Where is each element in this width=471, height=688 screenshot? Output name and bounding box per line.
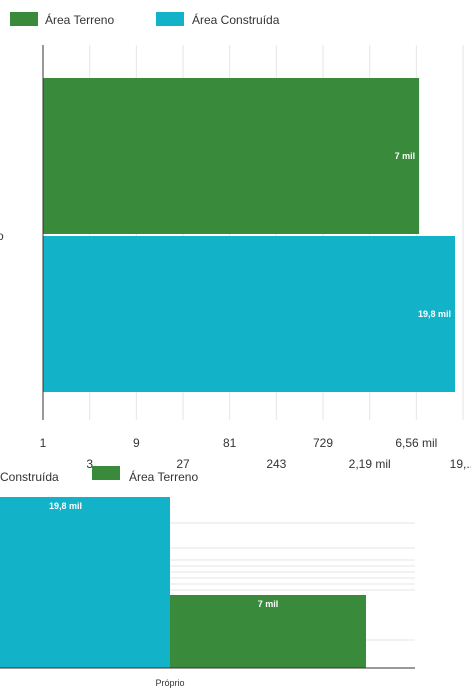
bar: [0, 497, 170, 668]
data-label: 19,8 mil: [49, 501, 82, 511]
tick-label: 1: [40, 436, 47, 450]
bar: [43, 236, 455, 392]
legend-label: Área Construída: [192, 12, 280, 27]
data-label: 19,8 mil: [418, 309, 451, 319]
legend-swatch: [10, 12, 38, 26]
category-label: o: [0, 229, 4, 243]
tick-label: 27: [176, 457, 190, 471]
tick-label: 19,...: [450, 457, 471, 471]
tick-label: 243: [266, 457, 286, 471]
tick-label: 9: [133, 436, 140, 450]
tick-label: 81: [223, 436, 237, 450]
category-label: Próprio: [155, 678, 184, 688]
legend-label: Área Terreno: [45, 12, 114, 27]
legend-swatch: [156, 12, 184, 26]
tick-label: 729: [313, 436, 333, 450]
bar: [43, 78, 420, 234]
tick-label: 6,56 mil: [395, 436, 437, 450]
tick-label: 2,19 mil: [349, 457, 391, 471]
legend-label: Construída: [0, 470, 59, 484]
tick-label: 3: [86, 457, 93, 471]
data-label: 7 mil: [395, 151, 416, 161]
data-label: 7 mil: [258, 599, 279, 609]
legend-label: Área Terreno: [129, 469, 198, 484]
legend-swatch: [92, 466, 120, 480]
bar: [170, 595, 366, 668]
